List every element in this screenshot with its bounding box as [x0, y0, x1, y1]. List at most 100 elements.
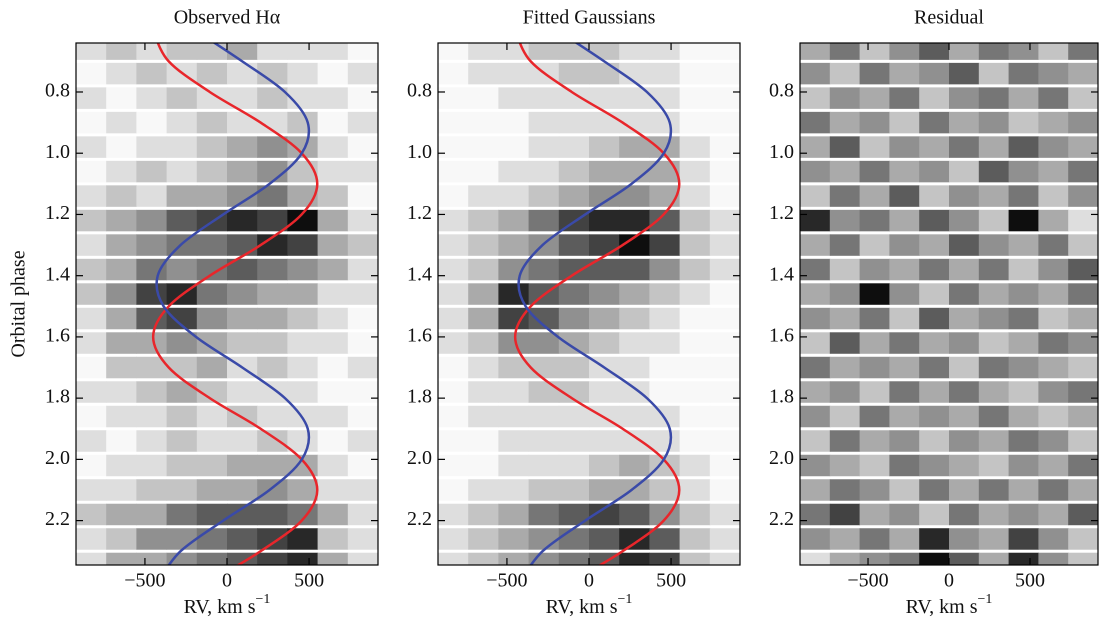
heat-cell — [136, 479, 168, 501]
heat-cell — [106, 479, 137, 501]
heat-cell — [136, 111, 168, 134]
x-tick-label: 0 — [222, 570, 232, 592]
heat-cell — [317, 503, 349, 526]
heat-cell — [919, 283, 950, 305]
heat-cell — [829, 528, 861, 550]
heat-cell — [438, 479, 469, 501]
heat-cell — [468, 528, 499, 550]
heat-cell — [528, 479, 560, 501]
heat-cell — [196, 381, 228, 403]
heat-cell — [800, 43, 831, 60]
heat-cell — [919, 479, 950, 501]
heat-cell — [919, 332, 950, 354]
heat-cell — [227, 503, 258, 526]
y-tick-label: 0.8 — [407, 80, 432, 102]
heat-cell — [558, 62, 590, 85]
heat-cell — [949, 87, 980, 109]
heat-cell — [76, 381, 107, 403]
heat-cell — [800, 405, 831, 428]
heat-cell — [649, 552, 681, 565]
heat-cell — [528, 307, 560, 330]
heat-cell — [859, 405, 890, 428]
y-tick-label: 1.0 — [45, 141, 70, 163]
heat-cell — [919, 209, 950, 232]
heat-cell — [800, 381, 831, 403]
heat-cell — [166, 381, 198, 403]
heat-cell — [317, 111, 349, 134]
heat-cell — [889, 185, 920, 207]
heat-cell — [1008, 356, 1039, 379]
heat-cell — [859, 43, 890, 60]
heat-cell — [438, 87, 469, 109]
panel: −500 0 500 0.8 1.0 1.2 1.4 1.6 1.8 2.0 2.2 Residual… — [769, 7, 1099, 618]
heat-cell — [317, 405, 349, 428]
heat-cell — [468, 136, 499, 158]
heat-cell — [829, 552, 861, 565]
heat-cell — [528, 136, 560, 158]
heat-cell — [829, 503, 861, 526]
heat-cell — [317, 258, 349, 281]
heat-cell — [949, 283, 980, 305]
heat-cell — [468, 185, 499, 207]
heat-cell — [709, 332, 740, 354]
heat-cell — [619, 62, 650, 85]
heat-cell — [949, 258, 980, 281]
heat-cell — [1008, 381, 1039, 403]
heat-cell — [1008, 430, 1039, 452]
heat-cell — [498, 356, 530, 379]
heat-cell — [649, 503, 681, 526]
heat-cell — [919, 234, 950, 256]
heat-cell — [136, 258, 168, 281]
heat-cell — [196, 160, 228, 183]
heat-cell — [257, 552, 288, 565]
heat-cell — [649, 136, 681, 158]
heat-cell — [949, 332, 980, 354]
heat-cell — [978, 405, 1010, 428]
heat-cell — [1038, 356, 1069, 379]
heat-cell — [709, 552, 740, 565]
heat-cell — [978, 528, 1010, 550]
heat-cell — [1068, 136, 1098, 158]
heat-cell — [347, 87, 378, 109]
heat-cell — [106, 234, 137, 256]
x-axis-label: RV, km s−1 — [184, 592, 271, 617]
heat-cell — [889, 479, 920, 501]
heat-cell — [196, 234, 228, 256]
heat-cell — [859, 307, 890, 330]
heat-cell — [438, 381, 469, 403]
heat-cell — [227, 43, 258, 60]
heat-cell — [949, 552, 980, 565]
heat-cell — [889, 209, 920, 232]
heat-cell — [558, 405, 590, 428]
heat-cell — [709, 405, 740, 428]
heat-cell — [196, 356, 228, 379]
heat-cell — [949, 356, 980, 379]
heat-cell — [1008, 136, 1039, 158]
heat-cell — [829, 87, 861, 109]
heat-cell — [257, 356, 288, 379]
heat-cell — [257, 234, 288, 256]
heat-cell — [619, 454, 650, 477]
heat-cell — [859, 234, 890, 256]
panel: −500 0 500 0.8 1.0 1.2 1.4 1.6 1.8 2.0 2.2 Observed… — [8, 7, 379, 618]
panel-title: Fitted Gaussians — [523, 7, 656, 29]
heat-cell — [800, 307, 831, 330]
heat-cell — [1038, 111, 1069, 134]
heat-cell — [1038, 503, 1069, 526]
heat-cell — [106, 405, 137, 428]
heat-cell — [498, 479, 530, 501]
heat-cell — [317, 332, 349, 354]
heat-cell — [438, 111, 469, 134]
heat-cell — [1068, 234, 1098, 256]
heat-cell — [829, 454, 861, 477]
heat-cell — [166, 258, 198, 281]
heat-cell — [196, 332, 228, 354]
x-tick-label: −500 — [486, 570, 527, 592]
heat-cell — [1068, 332, 1098, 354]
heat-cell — [1008, 111, 1039, 134]
heat-cell — [709, 283, 740, 305]
heat-cell — [649, 209, 681, 232]
heat-cell — [166, 528, 198, 550]
heat-cell — [528, 405, 560, 428]
heat-cell — [1038, 87, 1069, 109]
